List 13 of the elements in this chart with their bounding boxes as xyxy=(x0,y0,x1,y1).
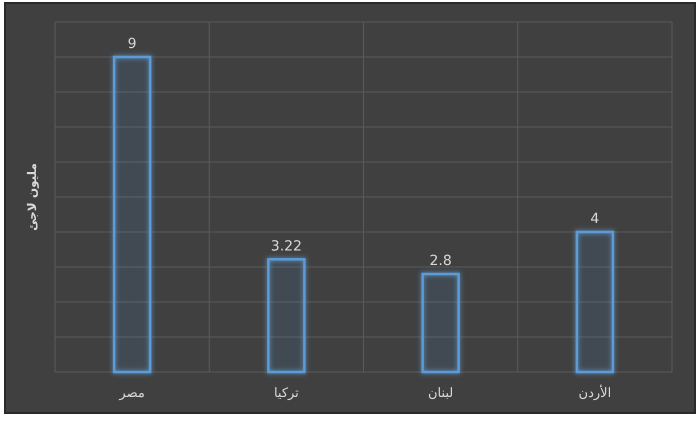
data-label: 4 xyxy=(590,211,600,227)
y-axis-title: مليون لاجئ xyxy=(25,163,39,231)
bar xyxy=(267,258,306,374)
data-label: 3.22 xyxy=(270,238,302,254)
x-tick-label: لبنان xyxy=(428,386,454,401)
bar xyxy=(576,230,614,374)
bar xyxy=(421,272,460,374)
bar xyxy=(112,56,152,374)
data-label: 9 xyxy=(128,36,137,52)
x-tick-label: مصر xyxy=(118,386,145,401)
x-tick-label: تركيا xyxy=(274,386,300,401)
x-tick-label: الأردن xyxy=(578,384,612,401)
data-label: 2.8 xyxy=(429,253,452,269)
